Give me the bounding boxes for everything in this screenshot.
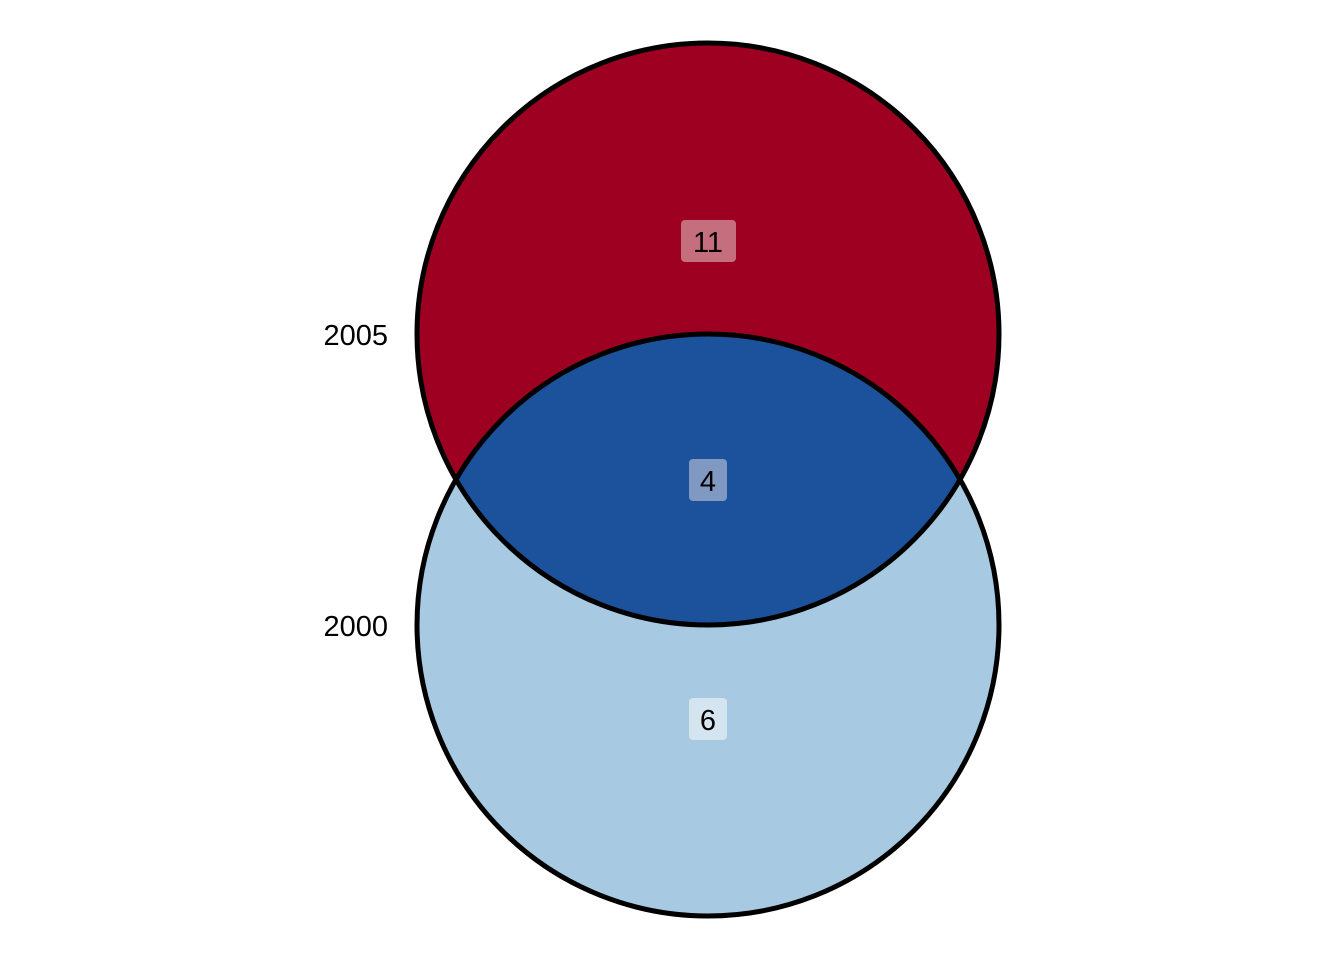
- count-only-2000: 6: [700, 705, 716, 737]
- count-overlap: 4: [700, 466, 716, 498]
- count-badge-only-2005: [681, 220, 736, 262]
- set-2005-outline: [414, 40, 1002, 628]
- count-badge-only-2000: [689, 698, 727, 740]
- count-only-2005: 11: [693, 227, 723, 259]
- set-2000-outline: [414, 331, 1002, 919]
- overlap-region: [417, 334, 999, 625]
- set-label-2000: 2000: [323, 611, 388, 643]
- count-badge-overlap: [689, 459, 727, 501]
- set-label-2005: 2005: [323, 320, 388, 352]
